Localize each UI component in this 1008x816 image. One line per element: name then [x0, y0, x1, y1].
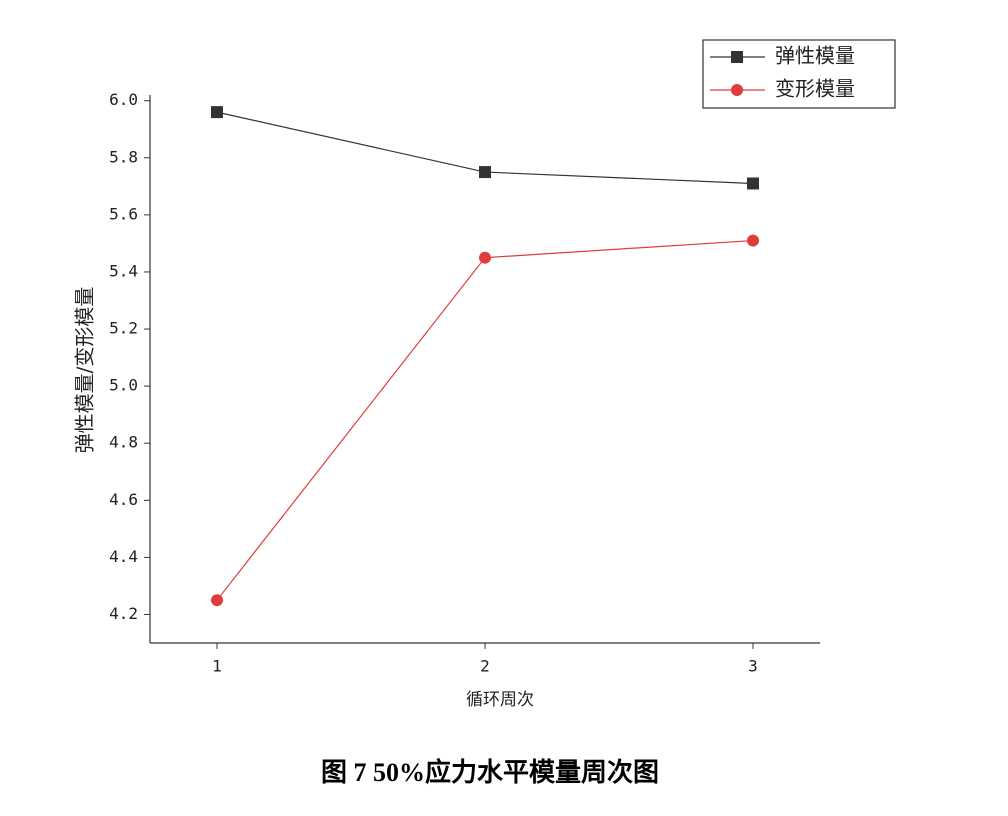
- y-tick-label: 4.8: [109, 433, 138, 452]
- data-point: [479, 166, 491, 179]
- y-tick-label: 5.6: [109, 204, 138, 223]
- series-line: [216, 239, 754, 601]
- data-point: [211, 106, 223, 119]
- legend-marker: [731, 84, 743, 96]
- y-tick-label: 6.0: [109, 90, 138, 109]
- legend-marker: [731, 51, 743, 63]
- x-tick-label: 1: [212, 657, 222, 676]
- y-tick-label: 5.8: [109, 147, 138, 166]
- x-axis-label: 循环周次: [466, 690, 534, 710]
- data-point: [747, 177, 759, 190]
- data-point: [747, 234, 759, 247]
- y-tick-label: 5.2: [109, 319, 138, 338]
- data-point: [479, 251, 491, 264]
- data-point: [211, 594, 223, 607]
- x-tick-label: 3: [748, 657, 758, 676]
- y-tick-label: 5.4: [109, 261, 138, 280]
- y-tick-label: 4.6: [109, 490, 138, 509]
- legend-label: 变形模量: [775, 77, 855, 101]
- legend-label: 弹性模量: [775, 44, 855, 68]
- y-tick-label: 4.2: [109, 604, 138, 623]
- caption: 图 7 50%应力水平模量周次图: [321, 757, 659, 787]
- y-axis-label: 弹性模量/变形模量: [73, 287, 97, 454]
- x-tick-label: 2: [480, 657, 490, 676]
- y-tick-label: 4.4: [109, 547, 138, 566]
- y-tick-label: 5.0: [109, 376, 138, 395]
